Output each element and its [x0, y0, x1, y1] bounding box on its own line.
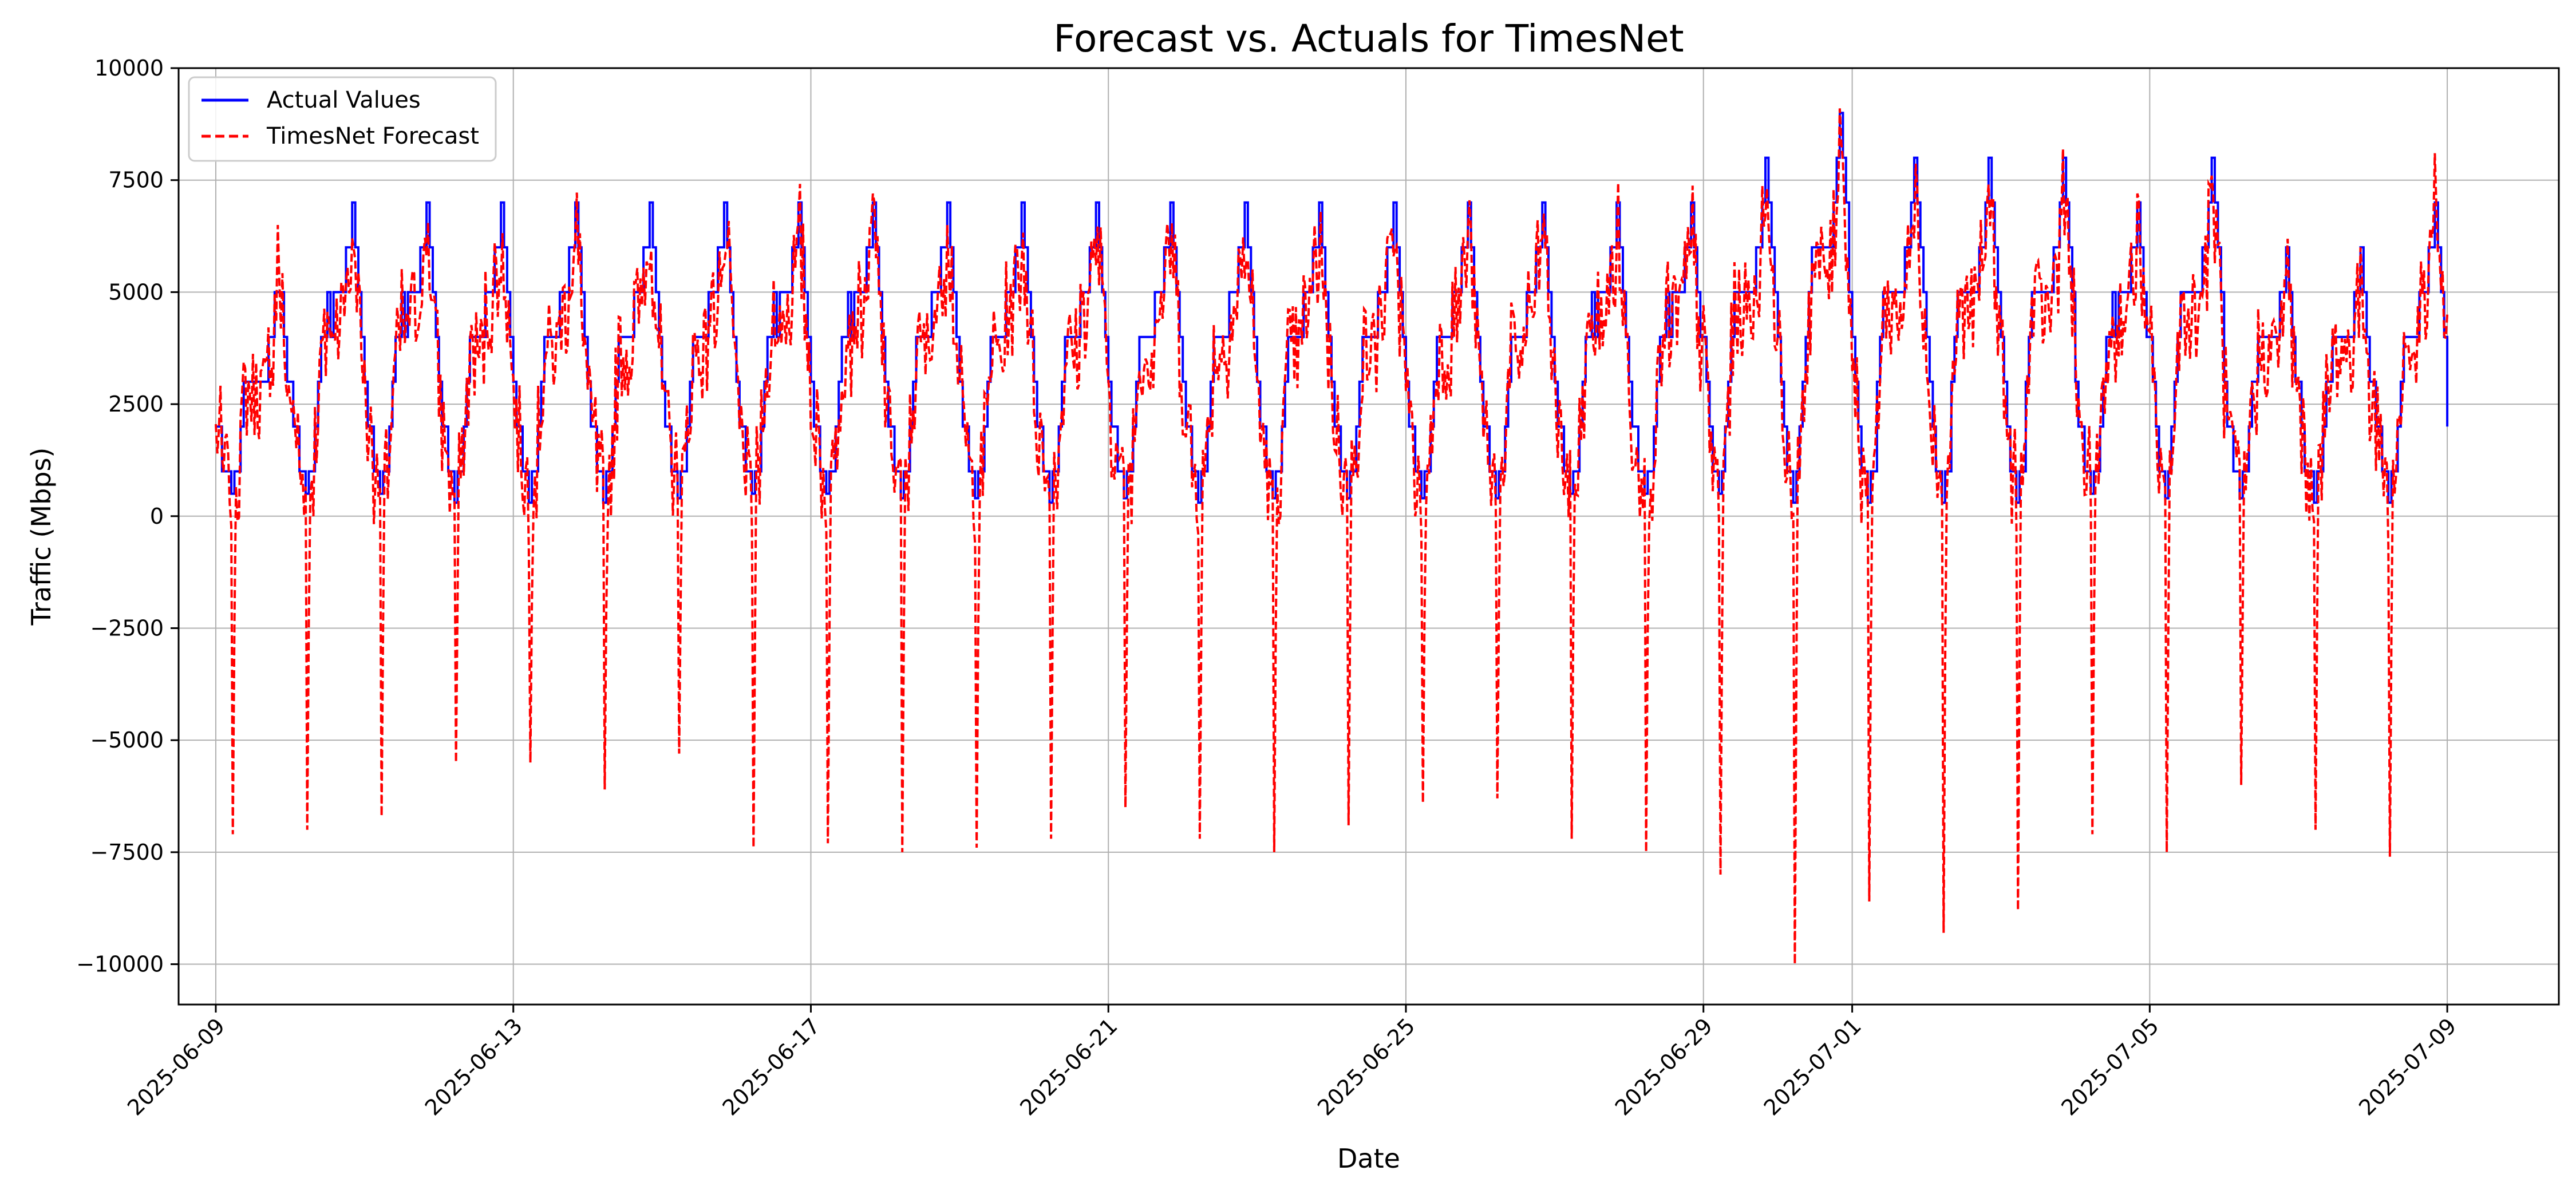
series-layer — [215, 108, 2449, 964]
y-tick-label: −2500 — [90, 615, 164, 640]
y-tick-label: 0 — [150, 504, 164, 529]
legend-box — [188, 76, 497, 162]
legend-label-forecast: TimesNet Forecast — [266, 123, 479, 149]
y-tick-label: 5000 — [108, 279, 164, 305]
y-tick-label: 2500 — [108, 392, 164, 417]
y-axis-title: Traffic (Mbps) — [26, 448, 57, 626]
x-axis-title: Date — [1337, 1143, 1400, 1174]
series-timesnet-forecast — [215, 108, 2449, 964]
legend-label-actual: Actual Values — [267, 87, 421, 113]
y-tick-label: 7500 — [108, 168, 164, 193]
chart-title: Forecast vs. Actuals for TimesNet — [1053, 17, 1684, 61]
plot-frame — [177, 67, 2560, 1006]
legend: Actual Values TimesNet Forecast — [188, 76, 497, 162]
y-tick-label: −7500 — [90, 840, 164, 865]
plot-area — [179, 68, 2559, 1005]
y-tick-label: −5000 — [90, 727, 164, 753]
y-axis: −10000 −7500 −5000 −2500 0 2500 5000 7500 10000 — [76, 56, 179, 977]
y-tick-label: −10000 — [76, 952, 164, 977]
y-tick-label: 10000 — [94, 56, 164, 81]
